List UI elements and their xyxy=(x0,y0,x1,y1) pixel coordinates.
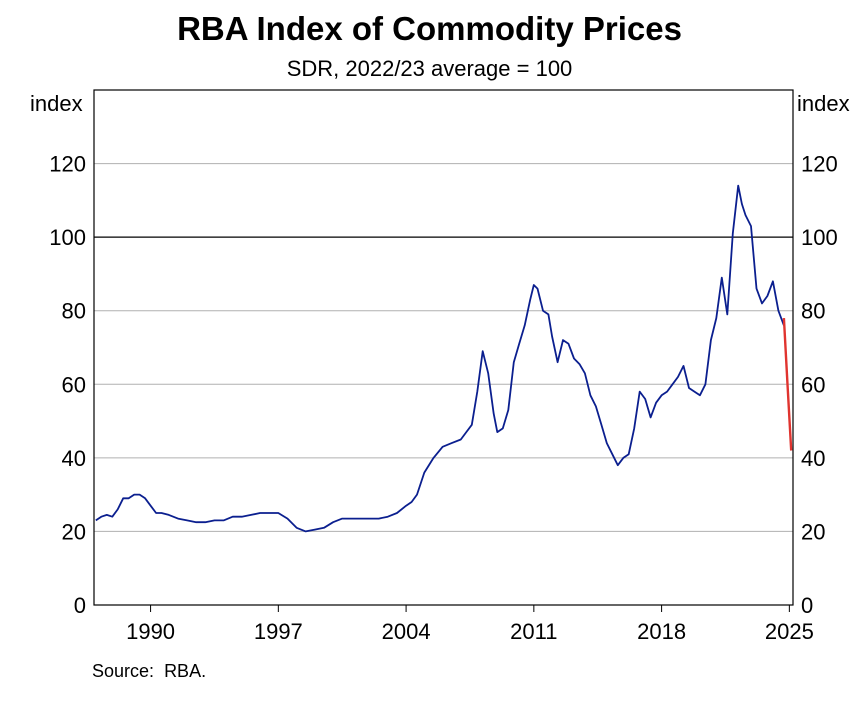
series-line-forecast xyxy=(782,318,793,451)
data-layer xyxy=(95,184,793,533)
y-tick-label-left: 100 xyxy=(49,225,86,250)
y-tick-label-left: 40 xyxy=(62,446,86,471)
source-label: Source: xyxy=(92,661,155,681)
y-axis-label-right: index xyxy=(797,91,850,116)
x-tick-label: 2011 xyxy=(510,619,557,644)
y-tick-label-left: 60 xyxy=(62,372,86,397)
y-tick-label-right: 20 xyxy=(801,519,825,544)
y-tick-label-right: 80 xyxy=(801,299,825,324)
y-tick-label-left: 0 xyxy=(74,593,86,618)
y-tick-label-right: 120 xyxy=(801,152,838,177)
source-note: Source: RBA. xyxy=(92,661,206,682)
y-tick-label-right: 100 xyxy=(801,225,838,250)
plot-frame xyxy=(93,89,794,606)
y-axis-label-left: index xyxy=(30,91,83,116)
series-line-commodity-index xyxy=(95,184,785,533)
axis-layer: 0 0 20 20 40 40 60 60 80 80 100 100 120 120 1990 1997 20… xyxy=(49,89,838,644)
source-value: RBA. xyxy=(164,661,207,681)
y-tick-label-left: 20 xyxy=(62,519,86,544)
x-tick-label: 2018 xyxy=(637,619,686,644)
y-tick-label-right: 0 xyxy=(801,593,813,618)
x-tick-label: 2025 xyxy=(765,619,814,644)
y-tick-label-right: 60 xyxy=(801,372,825,397)
y-tick-label-right: 40 xyxy=(801,446,825,471)
y-tick-label-left: 80 xyxy=(62,299,86,324)
grid-layer xyxy=(94,163,793,532)
y-tick-label-left: 120 xyxy=(49,152,86,177)
x-tick-label: 1990 xyxy=(126,619,175,644)
chart-title: RBA Index of Commodity Prices xyxy=(177,10,682,47)
chart-subtitle: SDR, 2022/23 average = 100 xyxy=(286,56,573,81)
x-tick-label: 1997 xyxy=(254,619,303,644)
x-tick-label: 2004 xyxy=(382,619,431,644)
